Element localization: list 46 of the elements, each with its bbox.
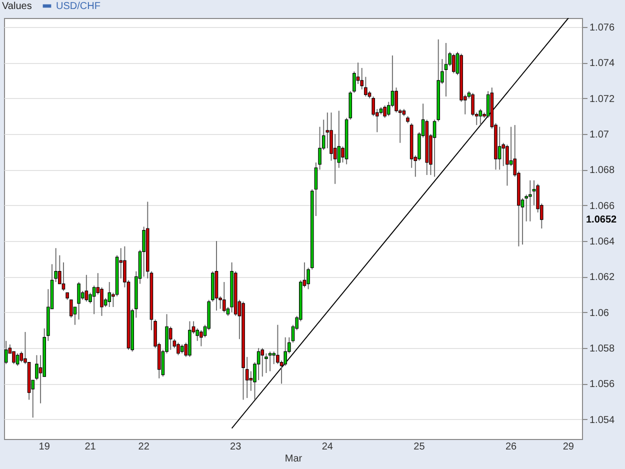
candlestick <box>77 282 80 320</box>
x-tick-label: 29 <box>562 442 574 452</box>
candlestick <box>498 126 502 170</box>
candlestick <box>452 53 456 74</box>
candlestick <box>383 104 386 118</box>
y-tick-label: 1.06 <box>590 308 610 319</box>
y-tick-label: 1.056 <box>590 379 615 390</box>
y-tick-label: 1.068 <box>590 165 615 176</box>
candlestick <box>532 180 536 206</box>
candlestick <box>268 351 272 372</box>
candlestick <box>478 108 482 126</box>
y-tick-label: 1.074 <box>590 58 615 70</box>
x-tick-label: 19 <box>38 442 50 452</box>
x-axis-title: Mar <box>284 454 303 464</box>
y-tick-label: 1.076 <box>590 22 615 34</box>
candlestick <box>256 348 260 381</box>
candlestick <box>444 42 448 97</box>
text: 1.0652 <box>586 214 618 226</box>
x-tick-label: 25 <box>414 442 426 452</box>
candlestick <box>92 285 96 315</box>
x-tick-label: 22 <box>138 442 150 452</box>
x-tick-label: 23 <box>230 442 242 452</box>
x-tick-label: 26 <box>505 442 518 452</box>
y-tick-label: 1.07 <box>590 129 610 140</box>
y-tick-label: 1.058 <box>590 344 615 355</box>
candlestick <box>54 248 58 283</box>
candlestick <box>84 274 88 302</box>
y-tick-label: 1.064 <box>590 236 615 248</box>
candlestick <box>108 282 112 308</box>
candlestick <box>12 351 16 365</box>
y-tick-label: 1.066 <box>590 200 615 212</box>
text: USD/CHF <box>56 1 100 12</box>
y-tick-label: 1.054 <box>590 414 615 426</box>
candlestick <box>222 282 226 313</box>
y-tick-label: 1.062 <box>590 272 615 284</box>
x-tick-label: 24 <box>322 442 334 452</box>
x-tick-label: 21 <box>84 442 96 452</box>
y-tick-label: 1.072 <box>590 94 615 105</box>
candlestick <box>4 340 8 365</box>
candlestick <box>168 326 172 350</box>
candlestick <box>62 262 66 292</box>
legend-title: Values <box>2 1 32 12</box>
candlestick <box>176 342 180 356</box>
candlestick <box>528 180 532 222</box>
candlestick <box>260 348 264 378</box>
candlestick <box>16 352 20 366</box>
